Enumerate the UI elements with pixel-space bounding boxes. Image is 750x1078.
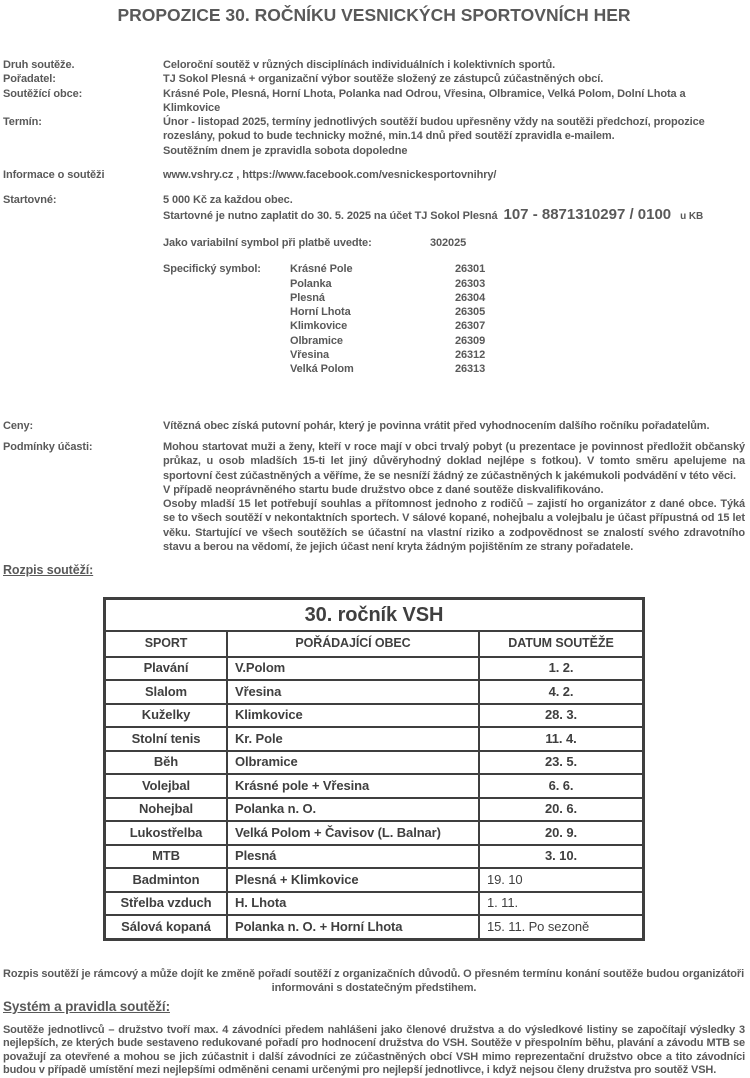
info-row-termin: Termín: Únor - listopad 2025, termíny je… <box>3 115 745 158</box>
contact-links: www.vshry.cz , https://www.facebook.com/… <box>163 169 497 182</box>
col-header-sport: SPORT <box>103 629 228 658</box>
table-row: MTB Plesná 3. 10. <box>103 843 645 870</box>
conditions-para2: V případě neoprávněného startu bude druž… <box>163 483 604 496</box>
info-row-poradatel: Pořadatel: TJ Sokol Plesná + organizační… <box>3 72 745 86</box>
specific-symbol-list: Krásné Pole 26301 Polanka 26303 Plesná 2630… <box>290 262 485 376</box>
info-row-druh: Druh soutěže. Celoroční soutěž v různých… <box>3 58 745 72</box>
list-item: Olbramice 26309 <box>290 334 486 347</box>
fee-pay-prefix: Startovné je nutno zaplatit do 30. 5. 20… <box>163 209 498 222</box>
label-podminky: Podmínky účasti: <box>3 440 93 453</box>
fee-payment-line: Startovné je nutno zaplatit do 30. 5. 20… <box>163 205 745 224</box>
value-startovne: 5 000 Kč za každou obec. Startovné je nu… <box>163 193 745 376</box>
table-row: Volejbal Krásné pole + Vřesina 6. 6. <box>103 773 645 799</box>
variable-symbol-line: Jako variabilní symbol při platbě uvedte… <box>163 236 745 250</box>
table-row: Sálová kopaná Polanka n. O. + Horní Lhota… <box>103 914 645 941</box>
list-item: Polanka 26303 <box>290 277 486 290</box>
conditions-para1: Mohou startovat muži a ženy, kteří v roc… <box>163 440 745 482</box>
label-ceny: Ceny: <box>3 419 34 432</box>
table-row: Slalom Vřesina 4. 2. <box>103 679 645 705</box>
table-row: Střelba vzduch H. Lhota 1. 11. <box>103 890 645 917</box>
label-informace: Informace o soutěži <box>3 169 105 182</box>
table-title: 30. ročník VSH <box>103 597 645 632</box>
table-row: Kuželky Klimkovice 28. 3. <box>103 702 645 729</box>
value-podminky: Mohou startovat muži a ženy, kteří v roc… <box>163 440 745 554</box>
variable-symbol-label: Jako variabilní symbol při platbě uvedte… <box>163 236 372 249</box>
specific-symbols-block: Specifický symbol: Krásné Pole 26301 Pola… <box>163 262 745 376</box>
list-item: Plesná 26304 <box>290 291 486 304</box>
label-soutezici-obce: Soutěžící obce: <box>3 87 83 100</box>
termin-line1: Únor - listopad 2025, termíny jednotlivý… <box>163 116 705 143</box>
fee-amount: 5 000 Kč za každou obec. <box>163 194 293 207</box>
col-header-datum: DATUM SOUTĚŽE <box>478 629 645 658</box>
info-row-startovne: Startovné: 5 000 Kč za každou obec. Star… <box>3 193 745 376</box>
rules-heading: Systém a pravidla soutěží: <box>3 999 170 1015</box>
conditions-para3: Osoby mladší 15 let potřebují souhlas a … <box>163 498 745 554</box>
termin-line2: Soutěžním dnem je zpravidla sobota dopol… <box>163 144 408 157</box>
table-row: Stolní tenis Kr. Pole 11. 4. <box>103 726 645 752</box>
document-page: PROPOZICE 30. ROČNÍKU VESNICKÝCH SPORTOV… <box>3 5 745 1076</box>
info-row-kontakt: Informace o soutěži www.vshry.cz , https… <box>3 168 745 182</box>
page-title: PROPOZICE 30. ROČNÍKU VESNICKÝCH SPORTOV… <box>117 5 631 25</box>
list-item: Krásné Pole 26301 <box>290 263 486 276</box>
table-row: Nohejbal Polanka n. O. 20. 6. <box>103 796 645 823</box>
table-header-row: SPORT POŘÁDAJÍCÍ OBEC DATUM SOUTĚŽE <box>103 629 645 658</box>
col-header-obec: POŘÁDAJÍCÍ OBEC <box>226 629 480 658</box>
bank-name: u KB <box>680 210 704 222</box>
rules-paragraph: Soutěže jednotlivců – družstvo tvoří max… <box>3 1023 745 1077</box>
schedule-note-line1: Rozpis soutěží je rámcový a může dojít k… <box>3 967 745 980</box>
specific-symbol-label: Specifický symbol: <box>163 263 261 276</box>
schedule-heading: Rozpis soutěží: <box>3 563 94 578</box>
list-item: Horní Lhota 26305 <box>290 306 486 319</box>
schedule-note-line2: informováni s dostatečným předstihem. <box>271 981 477 994</box>
variable-symbol-value: 302025 <box>430 236 467 249</box>
table-row: Lukostřelba Velká Polom + Čavisov (L. Bal… <box>103 820 645 846</box>
value-druh-souteze: Celoroční soutěž v různých disciplínách … <box>163 59 556 71</box>
table-row: Běh Olbramice 23. 5. <box>103 749 645 776</box>
value-poradatel: TJ Sokol Plesná + organizační výbor sout… <box>163 73 604 86</box>
list-item: Velká Polom 26313 <box>290 363 486 376</box>
schedule-note: Rozpis soutěží je rámcový a může dojít k… <box>3 967 745 996</box>
table-title-row: 30. ročník VSH <box>103 597 645 632</box>
label-termin: Termín: <box>3 116 42 129</box>
info-row-ceny: Ceny: Vítězná obec získá putovní pohár, … <box>3 419 745 433</box>
list-item: Klimkovice 26307 <box>290 320 486 333</box>
value-termin: Únor - listopad 2025, termíny jednotlivý… <box>163 115 745 158</box>
table-row: Badminton Plesná + Klimkovice 19. 10 <box>103 867 645 893</box>
label-poradatel: Pořadatel: <box>3 73 56 86</box>
table-row: Plavání V.Polom 1. 2. <box>103 655 645 682</box>
list-item: Vřesina 26312 <box>290 349 486 362</box>
bank-account-number: 107 - 8871310297 / 0100 <box>503 205 672 223</box>
info-row-podminky: Podmínky účasti: Mohou startovat muži a … <box>3 440 745 554</box>
label-startovne: Startovné: <box>3 194 57 207</box>
schedule-table: 30. ročník VSH SPORT POŘÁDAJÍCÍ OBEC DAT… <box>103 596 645 941</box>
info-row-obce: Soutěžící obce: Krásné Pole, Plesná, Hor… <box>3 87 745 116</box>
label-druh-souteze: Druh soutěže. <box>3 59 75 71</box>
info-section: Druh soutěže. Celoroční soutěž v různých… <box>3 58 745 158</box>
value-ceny: Vítězná obec získá putovní pohár, který … <box>163 419 710 432</box>
value-soutezici-obce: Krásné Pole, Plesná, Horní Lhota, Polank… <box>163 87 686 114</box>
